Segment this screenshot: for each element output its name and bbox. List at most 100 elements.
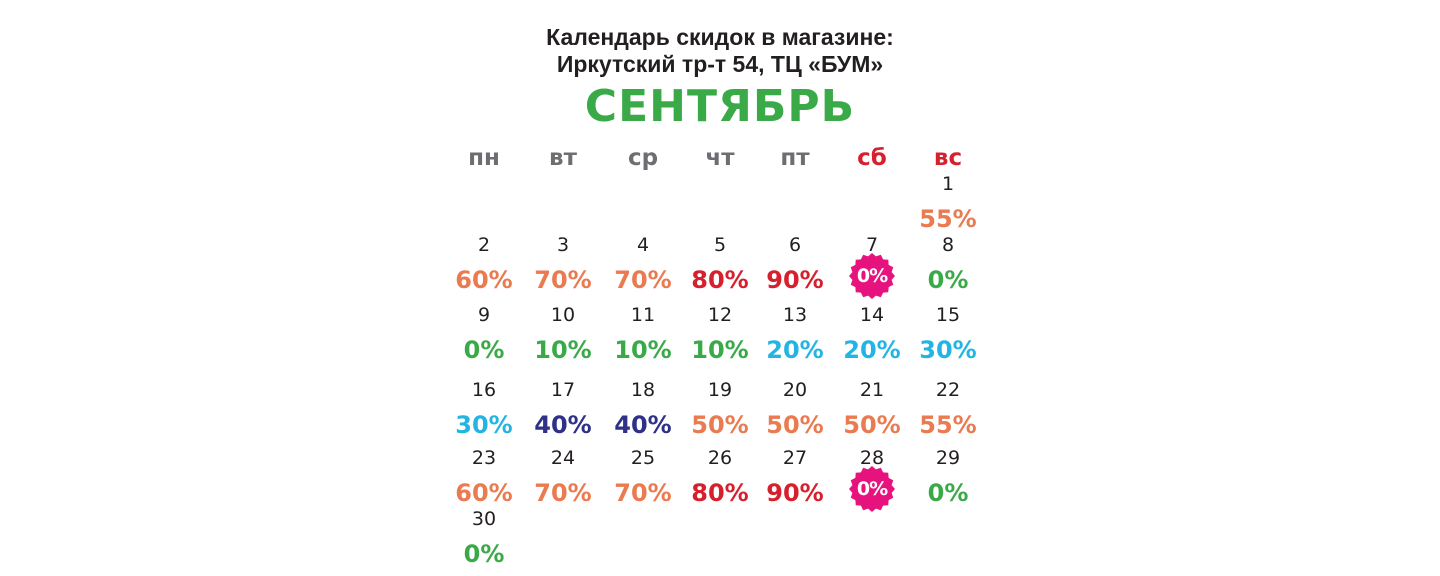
calendar-day-cell: 16 30%	[446, 379, 522, 439]
weekday-header: сб	[857, 145, 887, 171]
title-line-2: Иркутский тр-т 54, ТЦ «БУМ»	[556, 51, 884, 77]
calendar-day-cell: 20 50%	[757, 379, 833, 439]
calendar-day-cell: 2 60%	[446, 234, 522, 294]
weekday-header: вс	[933, 145, 963, 171]
day-number: 5	[713, 234, 727, 256]
calendar-day-cell: 10 10%	[525, 304, 601, 364]
day-number: 2	[477, 234, 491, 256]
calendar-day-cell: 9 0%	[446, 304, 522, 364]
starburst-badge-icon: 0%	[848, 465, 896, 513]
day-number: 19	[707, 379, 733, 401]
calendar-day-cell: 1 55%	[910, 173, 986, 233]
discount-value: 30%	[455, 411, 513, 439]
discount-value: 70%	[534, 479, 592, 507]
calendar-day-cell: 13 20%	[757, 304, 833, 364]
day-number: 1	[941, 173, 955, 195]
discount-value: 10%	[691, 336, 749, 364]
discount-value: 60%	[455, 266, 513, 294]
discount-value: 20%	[843, 336, 901, 364]
calendar-day-cell: 27 90%	[757, 447, 833, 507]
day-number: 11	[630, 304, 656, 326]
calendar-day-cell: 22 55%	[910, 379, 986, 439]
calendar-day-cell: 11 10%	[605, 304, 681, 364]
discount-value: 0%	[463, 336, 505, 364]
weekday-header: чт	[705, 145, 735, 171]
discount-value: 10%	[534, 336, 592, 364]
day-number: 10	[550, 304, 576, 326]
calendar-day-cell: 24 70%	[525, 447, 601, 507]
day-number: 8	[941, 234, 955, 256]
day-number: 16	[471, 379, 497, 401]
calendar-day-cell: 17 40%	[525, 379, 601, 439]
starburst-badge-icon: 0%	[848, 252, 896, 300]
calendar-day-cell: 28 0%	[834, 447, 910, 513]
day-number: 12	[707, 304, 733, 326]
month-title: СЕНТЯБРЬ	[584, 81, 856, 132]
discount-value: 0%	[856, 265, 888, 287]
discount-value: 50%	[843, 411, 901, 439]
discount-value: 0%	[463, 540, 505, 568]
discount-value: 70%	[614, 479, 672, 507]
discount-value: 60%	[455, 479, 513, 507]
day-number: 14	[859, 304, 885, 326]
day-number: 15	[935, 304, 961, 326]
discount-value: 55%	[919, 205, 977, 233]
weekday-header: пт	[780, 145, 810, 171]
calendar-day-cell: 25 70%	[605, 447, 681, 507]
day-number: 20	[782, 379, 808, 401]
discount-value: 70%	[534, 266, 592, 294]
discount-value: 80%	[691, 479, 749, 507]
discount-value: 80%	[691, 266, 749, 294]
day-number: 22	[935, 379, 961, 401]
day-number: 7	[865, 234, 879, 256]
calendar-day-cell: 30 0%	[446, 508, 522, 568]
calendar-day-cell: 14 20%	[834, 304, 910, 364]
day-number: 17	[550, 379, 576, 401]
day-number: 9	[477, 304, 491, 326]
calendar-day-cell: 18 40%	[605, 379, 681, 439]
calendar-day-cell: 8 0%	[910, 234, 986, 294]
discount-value: 10%	[614, 336, 672, 364]
calendar-day-cell: 23 60%	[446, 447, 522, 507]
discount-value: 90%	[766, 479, 824, 507]
discount-value: 0%	[927, 479, 969, 507]
day-number: 4	[636, 234, 650, 256]
day-number: 18	[630, 379, 656, 401]
calendar-day-cell: 5 80%	[682, 234, 758, 294]
discount-value: 40%	[614, 411, 672, 439]
calendar-day-cell: 4 70%	[605, 234, 681, 294]
weekday-header: ср	[627, 145, 659, 171]
day-number: 30	[471, 508, 497, 530]
title-line-1: Календарь скидок в магазине:	[546, 24, 894, 50]
day-number: 27	[782, 447, 808, 469]
day-number: 3	[556, 234, 570, 256]
discount-value: 50%	[691, 411, 749, 439]
day-number: 6	[788, 234, 802, 256]
discount-value: 55%	[919, 411, 977, 439]
day-number: 26	[707, 447, 733, 469]
discount-value: 20%	[766, 336, 824, 364]
discount-value: 0%	[927, 266, 969, 294]
day-number: 25	[630, 447, 656, 469]
discount-value: 30%	[919, 336, 977, 364]
calendar-day-cell: 3 70%	[525, 234, 601, 294]
calendar-day-cell: 15 30%	[910, 304, 986, 364]
calendar-day-cell: 26 80%	[682, 447, 758, 507]
calendar-day-cell: 7 0%	[834, 234, 910, 300]
discount-value: 0%	[856, 478, 888, 500]
discount-value: 70%	[614, 266, 672, 294]
calendar-day-cell: 6 90%	[757, 234, 833, 294]
calendar-day-cell: 21 50%	[834, 379, 910, 439]
day-number: 23	[471, 447, 497, 469]
discount-value: 40%	[534, 411, 592, 439]
day-number: 21	[859, 379, 885, 401]
day-number: 24	[550, 447, 576, 469]
weekday-header: пн	[468, 145, 500, 171]
weekday-header: вт	[549, 145, 577, 171]
day-number: 29	[935, 447, 961, 469]
calendar-day-cell: 12 10%	[682, 304, 758, 364]
day-number: 28	[859, 447, 885, 469]
day-number: 13	[782, 304, 808, 326]
calendar-day-cell: 19 50%	[682, 379, 758, 439]
